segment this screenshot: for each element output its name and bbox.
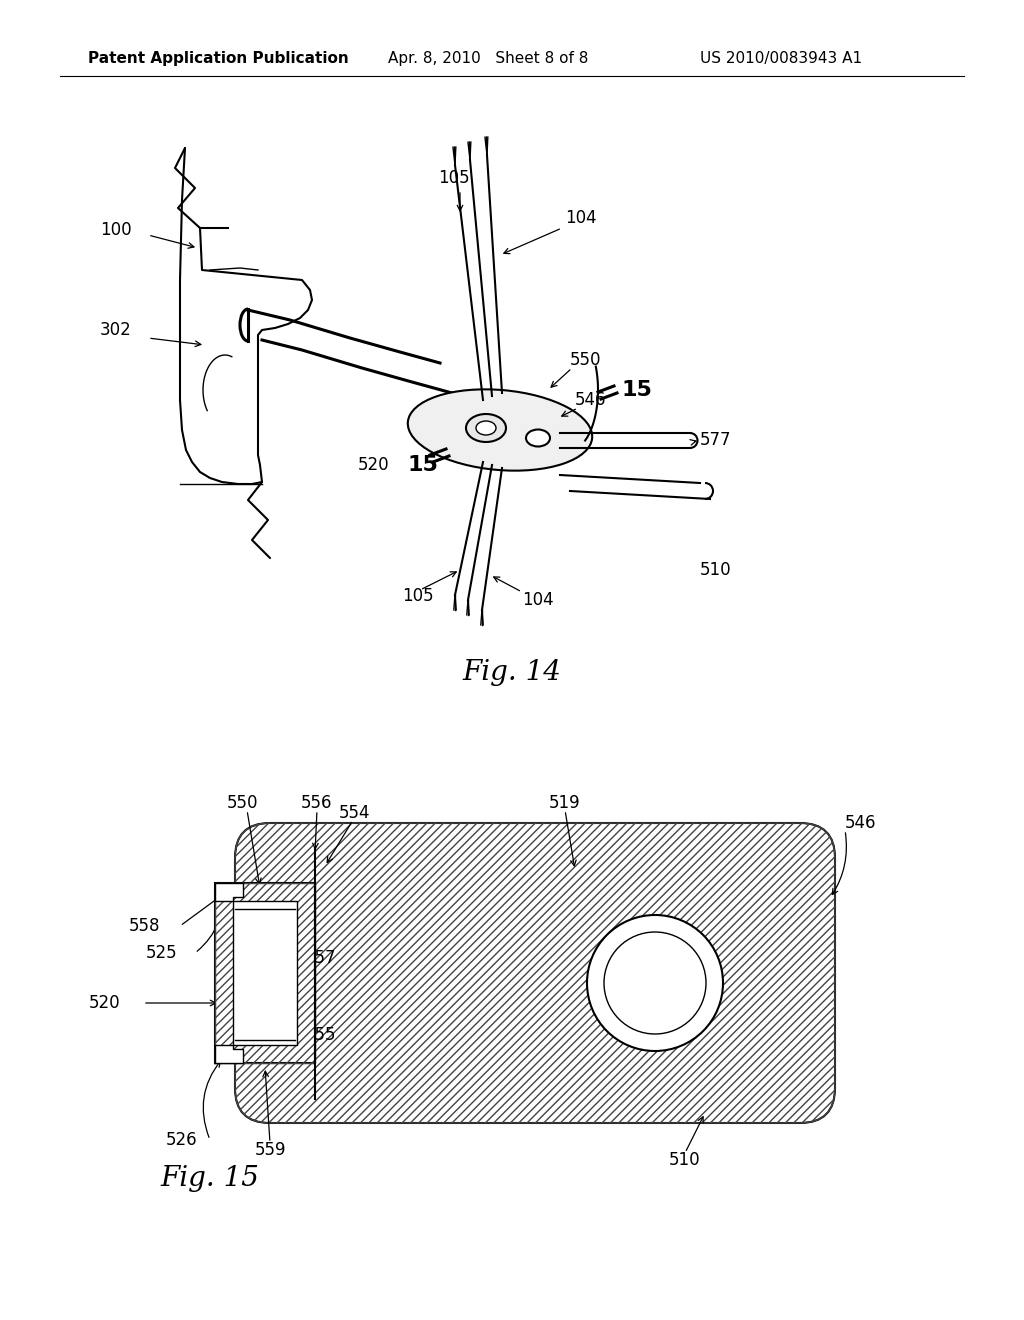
Text: Fig. 15: Fig. 15 (160, 1164, 259, 1192)
Bar (215, 883, 315, 1063)
Circle shape (587, 915, 723, 1051)
Polygon shape (215, 1045, 243, 1063)
Text: 550: 550 (570, 351, 601, 370)
Text: 520: 520 (358, 455, 389, 474)
Text: 546: 546 (845, 814, 877, 832)
Text: 15: 15 (622, 380, 653, 400)
Text: 526: 526 (165, 1131, 197, 1148)
Text: 546: 546 (575, 391, 606, 409)
Ellipse shape (408, 389, 592, 471)
Text: 556: 556 (301, 795, 333, 812)
Text: 557: 557 (305, 949, 337, 968)
Text: 15: 15 (408, 455, 439, 475)
Polygon shape (215, 883, 243, 902)
Text: 558: 558 (128, 917, 160, 935)
FancyBboxPatch shape (234, 822, 835, 1123)
Text: 100: 100 (100, 220, 132, 239)
Text: 550: 550 (227, 795, 259, 812)
Text: 519: 519 (549, 795, 581, 812)
Text: 525: 525 (145, 944, 177, 962)
Text: US 2010/0083943 A1: US 2010/0083943 A1 (700, 50, 862, 66)
Text: Patent Application Publication: Patent Application Publication (88, 50, 349, 66)
Ellipse shape (526, 429, 550, 446)
Ellipse shape (476, 421, 496, 436)
Text: 520: 520 (88, 994, 120, 1012)
Text: 510: 510 (670, 1151, 700, 1170)
Text: 510: 510 (700, 561, 731, 579)
Text: 104: 104 (565, 209, 597, 227)
Text: 554: 554 (339, 804, 371, 822)
Bar (215, 883, 315, 1063)
Text: 559: 559 (254, 1140, 286, 1159)
Bar (233, 902, 297, 1045)
Ellipse shape (466, 414, 506, 442)
Text: 302: 302 (100, 321, 132, 339)
Text: 555: 555 (305, 1026, 337, 1044)
Text: 104: 104 (522, 591, 554, 609)
Text: 105: 105 (438, 169, 470, 187)
Text: 105: 105 (402, 587, 433, 605)
Text: Apr. 8, 2010   Sheet 8 of 8: Apr. 8, 2010 Sheet 8 of 8 (388, 50, 589, 66)
Text: 577: 577 (700, 432, 731, 449)
Text: Fig. 14: Fig. 14 (463, 659, 561, 685)
